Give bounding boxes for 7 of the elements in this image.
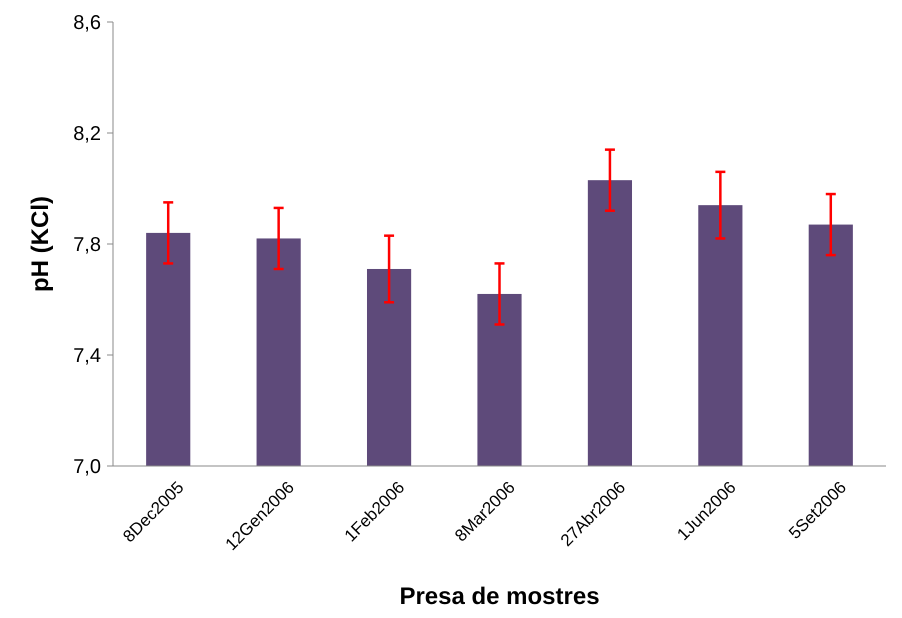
y-tick-label: 8,6	[73, 12, 101, 34]
y-tick-label: 7,4	[73, 345, 101, 367]
y-tick-label: 8,2	[73, 123, 101, 145]
y-axis-title: pH (KCl)	[27, 196, 54, 292]
y-tick-label: 7,8	[73, 234, 101, 256]
y-tick-label: 7,0	[73, 456, 101, 478]
x-axis-title: Presa de mostres	[399, 583, 600, 610]
